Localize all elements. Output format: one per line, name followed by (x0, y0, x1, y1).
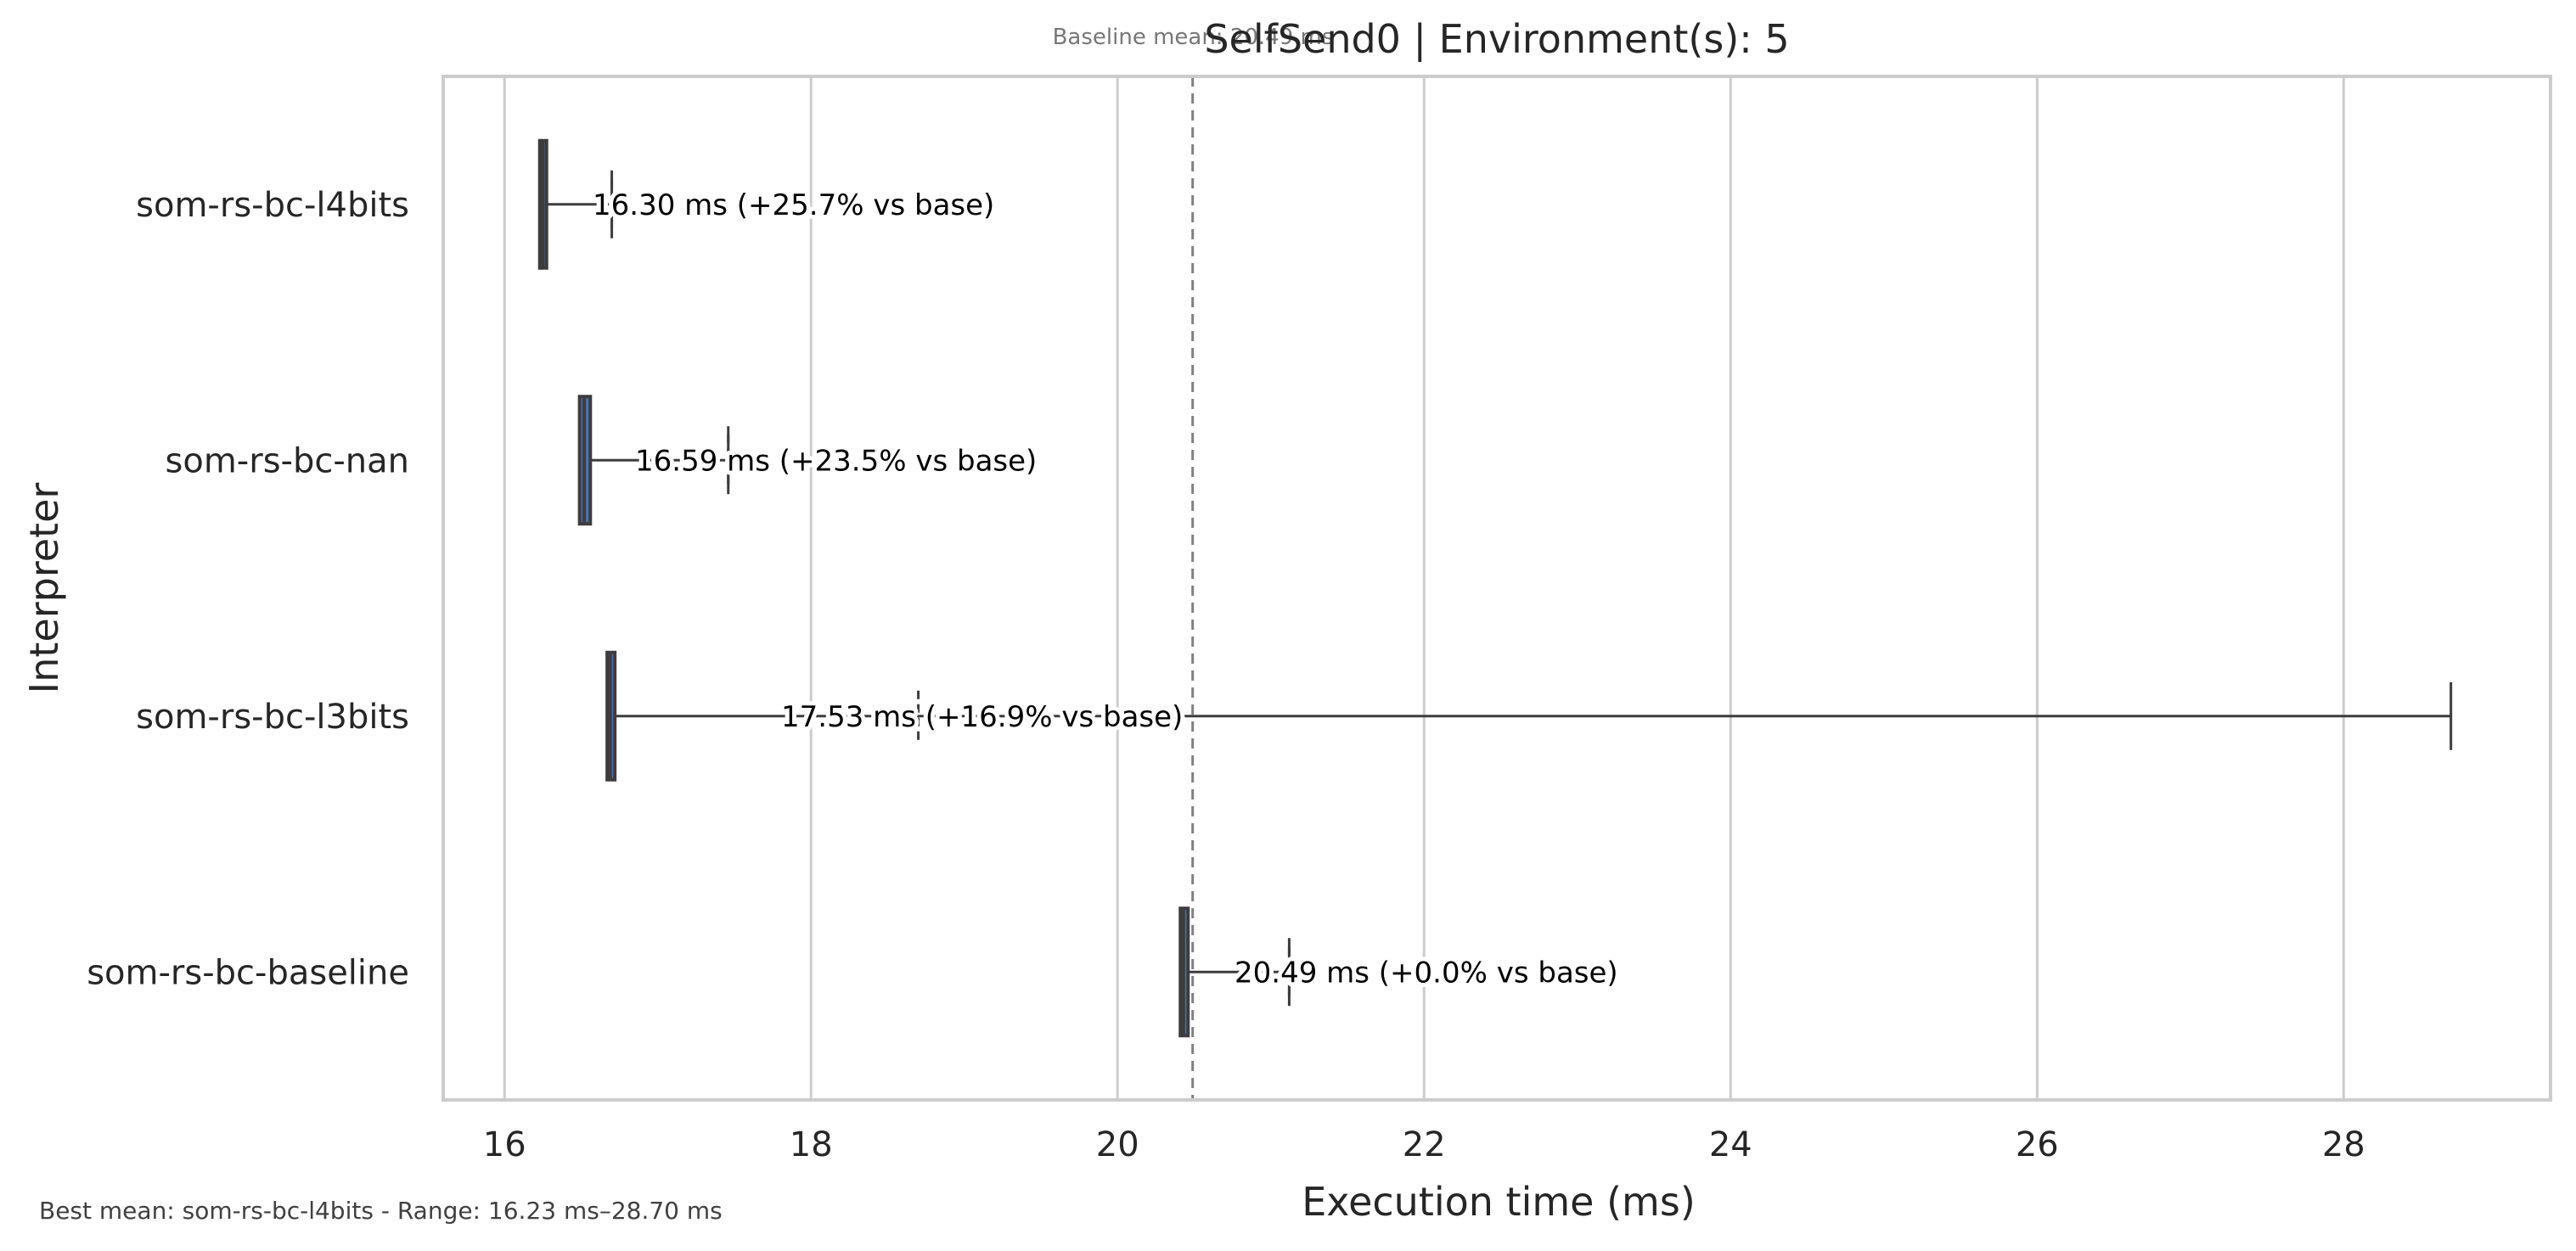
y-category-label: som-rs-bc-l3bits (136, 698, 409, 737)
mean-annotation: 17.53 ms (+16.9% vs base) (781, 700, 1183, 734)
box-plots: 16.30 ms (+25.7% vs base) 16.59 ms (+23.5… (537, 138, 2453, 1038)
chart-subtitle: Baseline mean: 20.49 ms (1053, 25, 1334, 50)
box-som-rs-bc-l4bits (537, 138, 614, 270)
y-category-label: som-rs-bc-baseline (87, 953, 409, 992)
mean-annotation: 16.30 ms (+25.7% vs base) (593, 188, 994, 222)
gridlines (503, 76, 2345, 1100)
box-som-rs-bc-nan (577, 395, 730, 526)
footer-summary: Best mean: som-rs-bc-l4bits - Range: 16.… (39, 1197, 723, 1225)
x-tick-label: 18 (790, 1125, 833, 1164)
x-tick-label: 20 (1096, 1125, 1139, 1164)
chart-title: SelfSend0 | Environment(s): 5 (1204, 16, 1789, 63)
x-tick-label: 26 (2016, 1125, 2059, 1164)
y-axis-label: Interpreter (21, 483, 67, 694)
mean-annotation: 16.59 ms (+23.5% vs base) (635, 444, 1037, 478)
x-axis-label: Execution time (ms) (1302, 1179, 1696, 1225)
plot-frame (442, 75, 2552, 1102)
x-tick-label: 24 (1709, 1125, 1752, 1164)
y-category-label: som-rs-bc-nan (166, 441, 409, 480)
box-som-rs-bc-baseline (1178, 906, 1291, 1038)
box-som-rs-bc-l3bits (605, 650, 2453, 782)
y-category-labels: som-rs-bc-l4bits som-rs-bc-nan som-rs-bc-l… (87, 186, 409, 993)
y-category-label: som-rs-bc-l4bits (136, 186, 409, 225)
x-tick-label: 16 (483, 1125, 526, 1164)
mean-annotation: 20.49 ms (+0.0% vs base) (1235, 956, 1618, 990)
x-tick-labels: 16 18 20 22 24 26 28 (483, 1125, 2365, 1164)
x-tick-label: 28 (2322, 1125, 2365, 1164)
x-tick-label: 22 (1403, 1125, 1446, 1164)
